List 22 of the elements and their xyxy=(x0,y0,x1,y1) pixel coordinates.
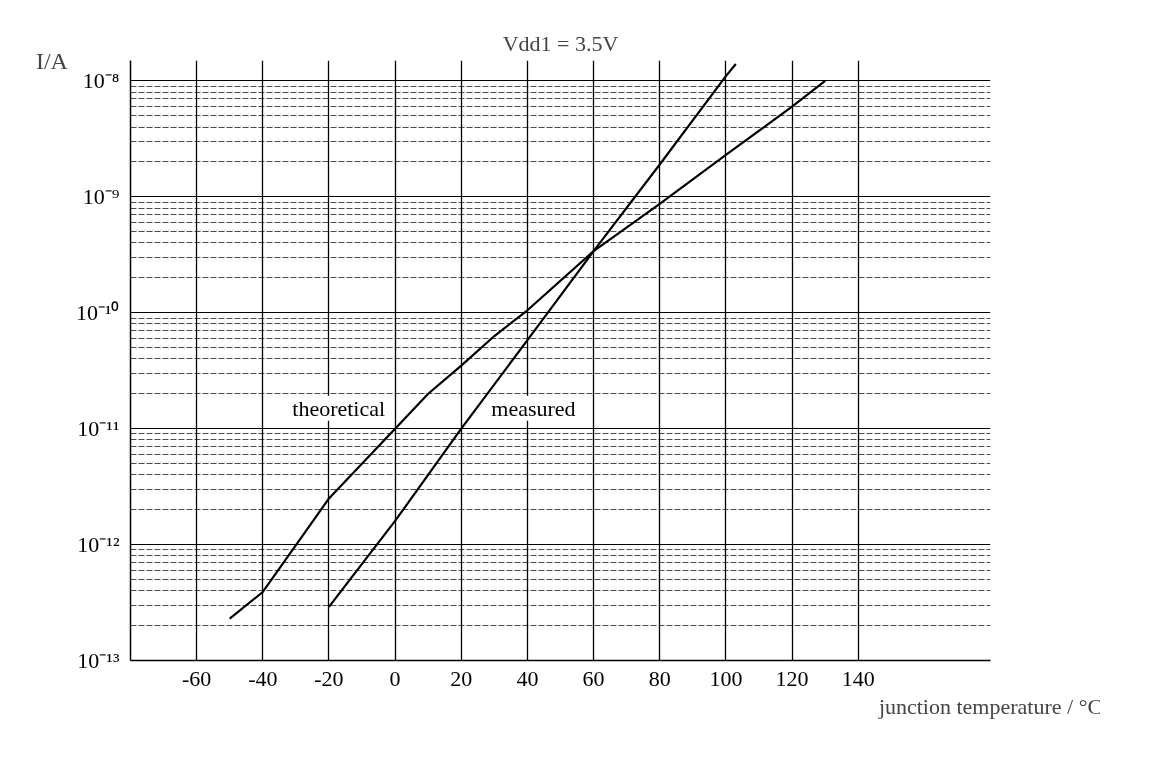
chart-title: Vdd1 = 3.5V xyxy=(502,30,619,56)
y-tick-label: 10⁻¹¹ xyxy=(77,416,120,442)
x-tick-label: 100 xyxy=(709,665,743,691)
series-label: measured xyxy=(491,395,576,421)
x-tick-label: 80 xyxy=(648,665,671,691)
y-axis-title: I/A xyxy=(35,47,69,74)
x-tick-label: 120 xyxy=(775,665,809,691)
x-tick-label: 40 xyxy=(516,665,539,691)
y-tick-label: 10⁻¹⁰ xyxy=(75,300,120,326)
x-tick-label: 0 xyxy=(389,665,401,691)
x-tick-label: -60 xyxy=(181,665,212,691)
series-label: theoretical xyxy=(292,395,386,421)
y-tick-label: 10⁻¹³ xyxy=(77,648,120,673)
x-tick-label: 20 xyxy=(450,665,473,691)
y-tick-label: 10⁻¹² xyxy=(77,532,120,558)
y-tick-label: 10⁻⁸ xyxy=(82,68,120,94)
y-tick-label: 10⁻⁹ xyxy=(82,184,120,210)
x-tick-label: 140 xyxy=(841,665,875,691)
x-tick-label: -20 xyxy=(314,665,344,691)
x-axis-title: junction temperature / °C xyxy=(877,693,1103,719)
x-tick-label: -40 xyxy=(248,665,278,691)
x-tick-label: 60 xyxy=(582,665,605,691)
